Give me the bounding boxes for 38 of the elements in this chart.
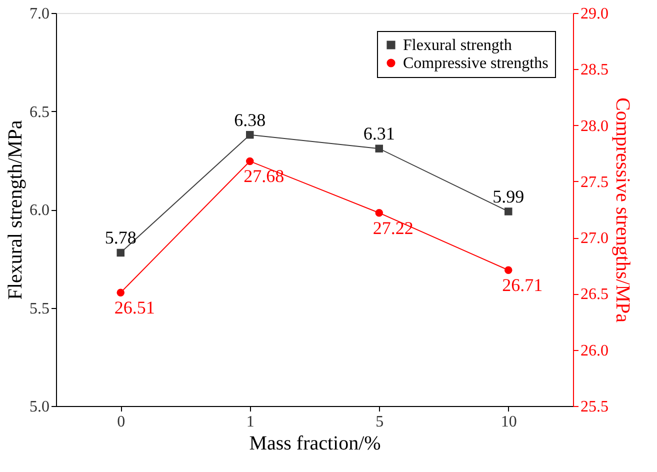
y-tick-label: 7.0	[30, 6, 50, 22]
point	[116, 288, 124, 296]
y2-tick-label: 28.5	[580, 62, 608, 79]
y-tick-label: 5.5	[30, 300, 50, 318]
y2-axis-title: Compressive strengths/MPa	[612, 98, 634, 323]
legend-label: Compressive strengths	[403, 55, 548, 72]
point	[116, 248, 124, 257]
y2-tick-label: 26.5	[580, 286, 608, 304]
y2-tick-label: 27.0	[580, 230, 608, 248]
data-label: 26.51	[114, 298, 155, 318]
data-label: 6.31	[363, 124, 395, 144]
x-tick-label: 0	[117, 414, 126, 430]
point	[246, 130, 254, 139]
y2-tick-label: 27.5	[580, 174, 608, 191]
point	[375, 144, 383, 152]
data-label: 5.99	[492, 186, 524, 206]
point	[246, 157, 254, 166]
y2-tick-label: 28.0	[580, 118, 608, 135]
y2-tick-label: 29.0	[580, 6, 608, 22]
x-tick-label: 1	[246, 414, 254, 430]
y-tick-label: 6.0	[30, 202, 50, 219]
point	[504, 208, 512, 216]
data-label: 5.78	[104, 228, 136, 248]
point	[504, 266, 512, 274]
y2-tick-label: 26.0	[580, 342, 608, 360]
y-tick-label: 6.5	[30, 104, 50, 121]
data-label: 27.68	[244, 166, 284, 186]
point	[375, 209, 383, 217]
x-axis-title: Mass fraction/%	[249, 432, 381, 454]
data-label: 6.38	[234, 110, 266, 130]
y-tick-label: 5.0	[30, 398, 50, 416]
data-label: 26.71	[502, 275, 543, 296]
x-tick-label: 10	[500, 414, 517, 430]
y-axis-title: Flexural strength/MPa	[4, 120, 26, 300]
legend-label: Flexural strength	[403, 37, 512, 54]
x-tick-label: 5	[376, 414, 384, 430]
y2-tick-label: 25.5	[580, 398, 608, 416]
data-label: 27.22	[372, 218, 414, 238]
